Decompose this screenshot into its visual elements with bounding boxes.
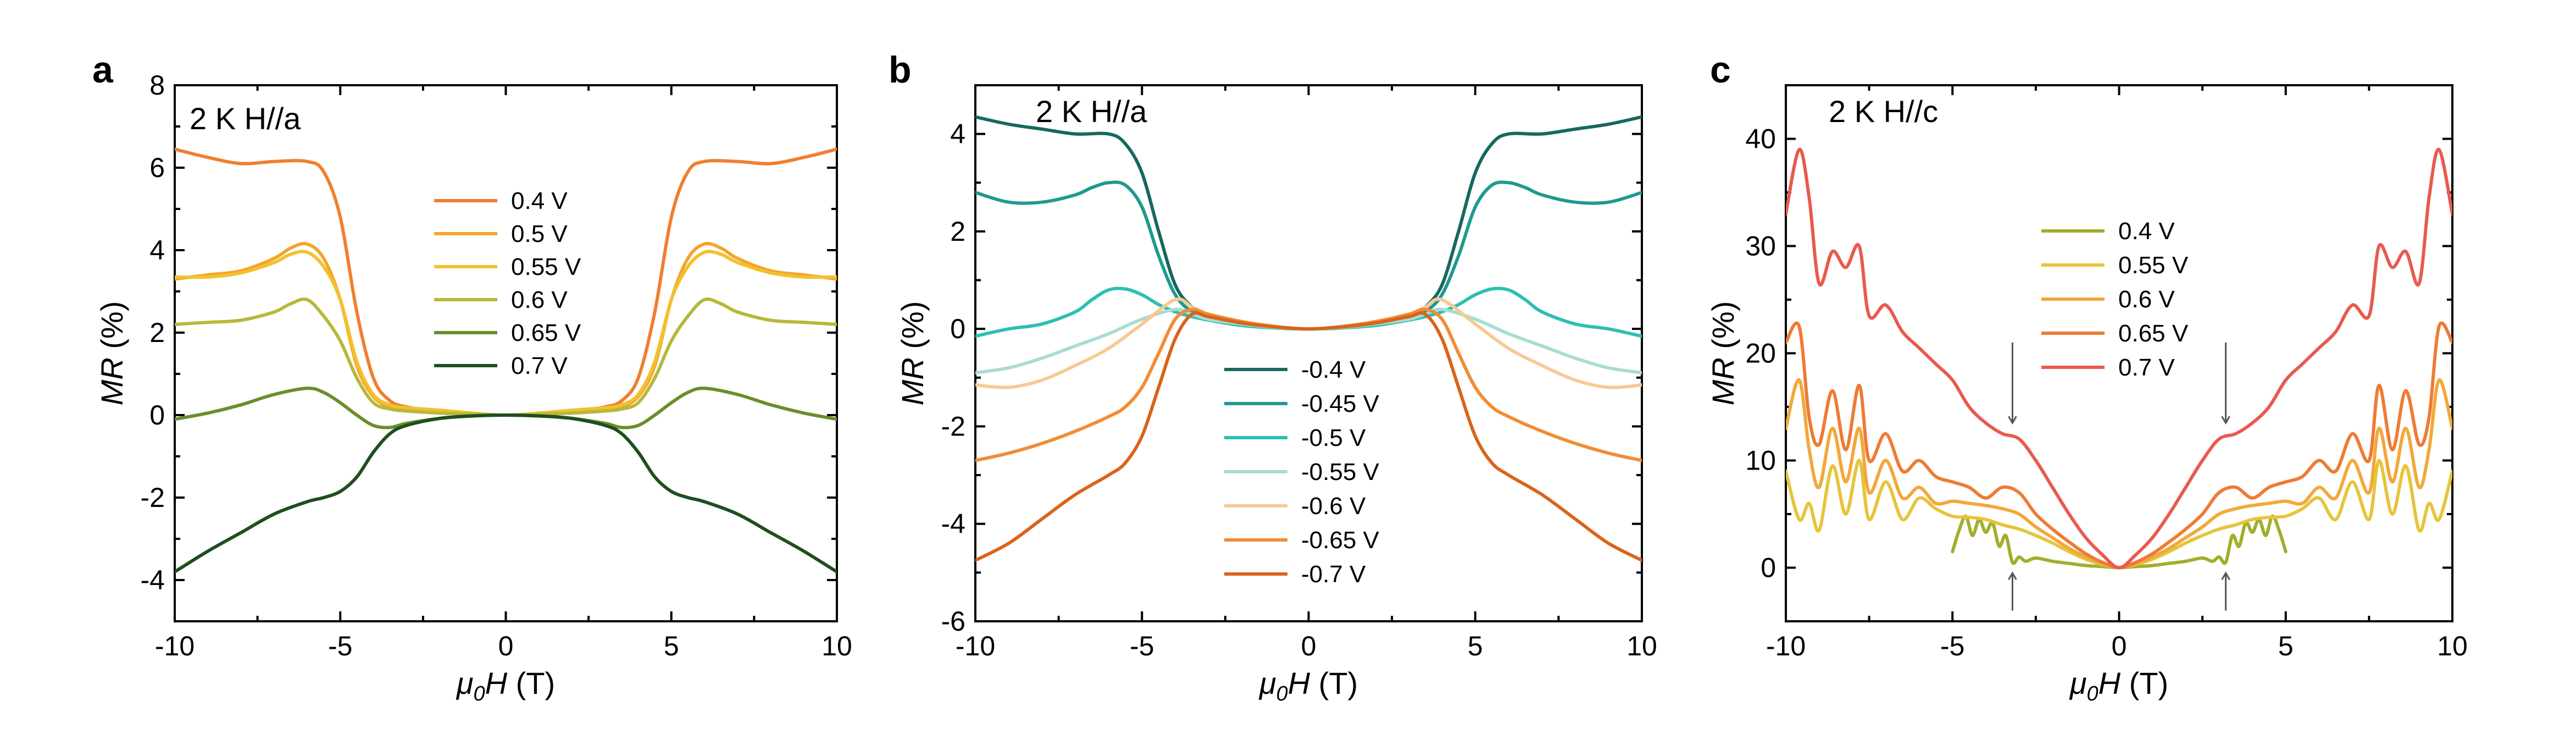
x-tick-label: -10 (155, 631, 195, 661)
legend-label: -0.65 V (1301, 527, 1380, 554)
x-tick-label: 5 (1468, 631, 1483, 661)
series-group (975, 115, 1642, 562)
legend-label: 0.55 V (511, 253, 581, 280)
arrow-up-head (2008, 571, 2017, 581)
condition-annotation: 2 K H//a (1036, 94, 1147, 129)
legend-label: 0.55 V (2118, 252, 2189, 279)
x-tick-label: 0 (2112, 631, 2127, 661)
plot-frame (174, 84, 838, 622)
legend-label: 0.6 V (511, 286, 568, 313)
x-tick-label: -10 (1766, 631, 1806, 661)
arrow-down-head (2008, 416, 2017, 425)
legend-label: -0.6 V (1301, 493, 1366, 520)
y-tick-label: -4 (141, 565, 165, 595)
y-tick-label: 2 (950, 216, 965, 247)
y-tick-label: 40 (1745, 124, 1776, 154)
panel-a: a -10 -5 0 5 10 -4 -2 0 2 4 6 8 μ0H (T) MR (%) 2 K H//a… (92, 49, 852, 705)
y-tick-label: 0 (1761, 553, 1776, 583)
x-tick-label: -5 (1130, 631, 1154, 661)
y-tick-label: 30 (1745, 231, 1776, 262)
series-line (1786, 459, 2452, 570)
legend-label: -0.5 V (1301, 424, 1366, 451)
y-tick-label: 6 (149, 152, 165, 183)
series-line (975, 180, 1642, 331)
series-line (175, 250, 837, 417)
panel-b: b -10 -5 0 5 10 -6 -4 -2 0 2 4 μ0H (T) MR (%) 2 K H//a… (889, 49, 1657, 705)
panel-letter: c (1710, 49, 1731, 91)
legend-label: 0.6 V (2118, 286, 2175, 313)
series-group (175, 147, 837, 573)
legend-label: 0.7 V (2118, 354, 2175, 381)
x-tick-label: 10 (1626, 631, 1657, 661)
y-tick-label: 0 (149, 400, 165, 431)
legend-label: 0.4 V (511, 187, 568, 214)
condition-annotation: 2 K H//a (190, 101, 301, 136)
x-tick-label: 0 (1301, 631, 1317, 661)
panel-letter: a (92, 49, 114, 91)
legend-label: 0.4 V (2118, 218, 2175, 245)
y-axis-title: MR (%) (895, 301, 930, 406)
panel-letter: b (889, 49, 912, 91)
series-line (175, 413, 837, 573)
x-tick-label: 10 (2437, 631, 2468, 661)
x-tick-label: -5 (1940, 631, 1964, 661)
x-tick-label: -5 (328, 631, 352, 661)
y-tick-label: 8 (149, 70, 165, 101)
y-axis-title: MR (%) (95, 301, 129, 406)
arrow-up-head (2221, 571, 2230, 581)
y-axis-title: MR (%) (1706, 301, 1740, 406)
arrow-down-head (2221, 416, 2230, 425)
y-tick-label: 4 (950, 119, 965, 150)
y-tick-label: 0 (950, 313, 965, 344)
series-line (1786, 378, 2452, 570)
legend-label: -0.55 V (1301, 459, 1380, 485)
panel-c: c -10 -5 0 5 10 0 10 20 30 40 μ0H (T) MR (%) 2 K H//c… (1706, 49, 2468, 705)
legend-label: -0.45 V (1301, 390, 1380, 417)
y-tick-label: -6 (941, 606, 965, 637)
y-tick-label: 20 (1745, 338, 1776, 369)
y-tick-label: -2 (141, 482, 165, 513)
x-tick-label: -10 (956, 631, 995, 661)
y-tick-label: 10 (1745, 445, 1776, 476)
legend: 0.4 V 0.5 V 0.55 V 0.6 V 0.65 V 0.7 V (434, 187, 581, 379)
y-tick-label: 2 (149, 317, 165, 348)
x-axis-title: μ0H (T) (456, 666, 555, 705)
series-line (975, 311, 1642, 562)
x-axis-title: μ0H (T) (1258, 666, 1358, 705)
y-tick-label: 4 (149, 235, 165, 266)
x-axis-title: μ0H (T) (2069, 666, 2168, 705)
x-tick-label: 0 (498, 631, 514, 661)
legend-label: -0.4 V (1301, 356, 1366, 383)
series-line (175, 297, 837, 417)
y-tick-label: -4 (941, 509, 965, 539)
series-line (175, 387, 837, 429)
legend-label: 0.65 V (511, 319, 581, 346)
series-line (175, 147, 837, 417)
y-tick-label: -2 (941, 411, 965, 442)
legend: -0.4 V -0.45 V -0.5 V -0.55 V -0.6 V -0.65 V -… (1224, 356, 1380, 588)
x-tick-label: 10 (821, 631, 852, 661)
series-line (975, 115, 1642, 331)
legend: 0.4 V 0.55 V 0.6 V 0.65 V 0.7 V (2041, 218, 2189, 381)
x-tick-label: 5 (2278, 631, 2294, 661)
plot-frame (1785, 84, 2453, 622)
series-line (175, 242, 837, 417)
legend-label: 0.5 V (511, 220, 568, 247)
x-tick-label: 5 (664, 631, 679, 661)
legend-label: -0.7 V (1301, 561, 1366, 588)
legend-label: 0.65 V (2118, 320, 2189, 347)
series-group (1786, 147, 2452, 570)
condition-annotation: 2 K H//c (1829, 94, 1938, 129)
legend-label: 0.7 V (511, 352, 568, 379)
series-line (1786, 147, 2452, 570)
